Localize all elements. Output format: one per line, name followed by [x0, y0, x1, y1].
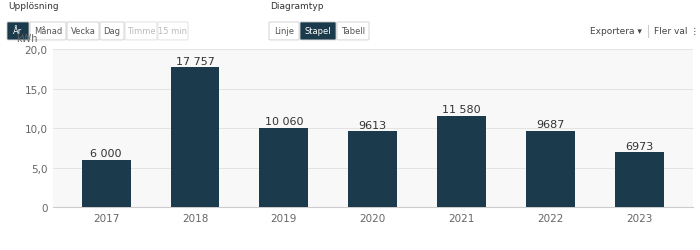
Bar [615, 152, 664, 208]
Text: 6973: 6973 [625, 141, 654, 151]
Bar [526, 131, 575, 208]
FancyBboxPatch shape [158, 23, 188, 41]
Text: Diagramtyp: Diagramtyp [270, 2, 323, 11]
Text: 9613: 9613 [358, 120, 387, 130]
FancyBboxPatch shape [100, 23, 124, 41]
Bar [171, 68, 219, 207]
Bar [260, 128, 308, 208]
Text: Stapel: Stapel [304, 27, 331, 36]
Text: Exportera ▾: Exportera ▾ [590, 27, 642, 36]
Bar [349, 132, 397, 208]
Bar [438, 116, 486, 208]
Text: Upplösning: Upplösning [8, 2, 59, 11]
Bar [82, 160, 130, 208]
Text: Dag: Dag [104, 27, 120, 36]
Y-axis label: kWh: kWh [16, 34, 38, 44]
FancyBboxPatch shape [30, 23, 66, 41]
FancyBboxPatch shape [7, 23, 29, 41]
FancyBboxPatch shape [125, 23, 157, 41]
FancyBboxPatch shape [300, 23, 336, 41]
Text: 6 000: 6 000 [90, 149, 122, 159]
Text: År: År [13, 27, 22, 36]
Text: Månad: Månad [34, 27, 62, 36]
Text: Tabell: Tabell [341, 27, 365, 36]
Text: 11 580: 11 580 [442, 105, 481, 115]
FancyBboxPatch shape [337, 23, 369, 41]
Text: Fler val ⋮: Fler val ⋮ [654, 27, 699, 36]
FancyBboxPatch shape [67, 23, 99, 41]
Text: 15 min: 15 min [158, 27, 188, 36]
FancyBboxPatch shape [269, 23, 299, 41]
Text: 17 757: 17 757 [176, 56, 214, 66]
Text: Vecka: Vecka [71, 27, 95, 36]
Text: 9687: 9687 [536, 120, 565, 130]
Text: Linje: Linje [274, 27, 294, 36]
Text: Timme: Timme [127, 27, 155, 36]
Text: 10 060: 10 060 [265, 117, 303, 127]
